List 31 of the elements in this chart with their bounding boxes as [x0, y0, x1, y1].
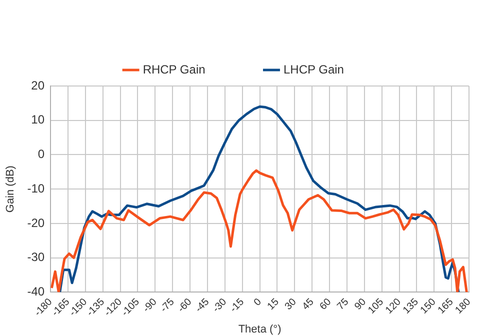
- x-tick-label: -105: [120, 296, 142, 319]
- y-tick-label: -40: [27, 284, 45, 298]
- x-tick-label: 165: [436, 296, 456, 316]
- x-tick-label: 15: [266, 296, 282, 312]
- x-tick-label: 75: [335, 296, 352, 312]
- x-tick-label: 60: [318, 296, 334, 312]
- x-tick-label: 0: [252, 296, 264, 308]
- x-tick-label: 30: [283, 296, 300, 312]
- x-tick-label: 105: [366, 296, 386, 316]
- y-tick-label: -30: [27, 250, 45, 264]
- y-tick-label: 10: [31, 112, 45, 127]
- x-tick-label: 120: [384, 296, 404, 316]
- y-tick-label: 20: [31, 78, 45, 92]
- x-tick-label: -90: [141, 296, 160, 315]
- legend-label: RHCP Gain: [142, 62, 206, 76]
- x-tick-label: -45: [194, 296, 212, 315]
- x-tick-label: 90: [352, 296, 369, 312]
- x-tick-label: 135: [401, 296, 422, 316]
- x-tick-label: 180: [453, 296, 474, 316]
- x-axis-title: Theta (°): [238, 323, 282, 336]
- x-tick-label: -60: [176, 296, 194, 315]
- x-tick-label: 45: [300, 296, 316, 312]
- x-tick-label: -15: [228, 296, 247, 315]
- y-axis-title: Gain (dB): [4, 166, 17, 213]
- x-tick-label: -75: [158, 296, 177, 315]
- x-tick-label: -30: [210, 296, 230, 315]
- y-tick-label: -20: [27, 216, 45, 230]
- legend-label: LHCP Gain: [283, 62, 344, 76]
- x-tick-label: 150: [418, 296, 439, 316]
- y-tick-label: 0: [38, 147, 45, 162]
- y-tick-label: -10: [27, 181, 45, 196]
